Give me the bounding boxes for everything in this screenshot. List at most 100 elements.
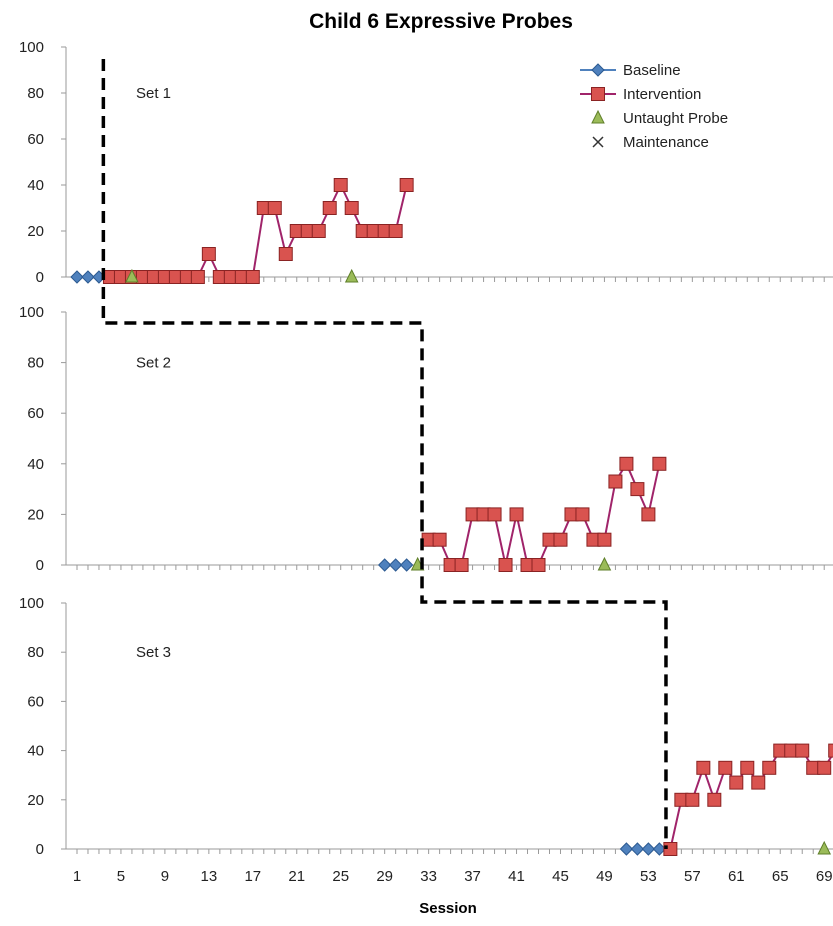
y-tick-label: 20: [27, 223, 44, 240]
x-tick-label: 41: [508, 868, 525, 885]
intervention-point: [322, 201, 337, 215]
y-tick-label: 60: [27, 693, 44, 710]
intervention-point: [828, 743, 833, 758]
y-tick-label: 40: [27, 456, 44, 473]
intervention-point: [399, 178, 414, 192]
panel-3: 0 20 40 60 80 100 Set 3: [19, 595, 833, 858]
intervention-point: [344, 201, 359, 215]
x-tick-label: 37: [464, 868, 481, 885]
intervention-point: [509, 507, 524, 522]
intervention-point: [487, 507, 502, 522]
legend: Baseline Intervention Untaught Probe Mainte…: [580, 62, 728, 151]
baseline-point: [399, 558, 414, 572]
panel-label-set-1: Set 1: [136, 85, 171, 102]
intervention-point: [201, 247, 216, 261]
x-axis-label: Session: [419, 900, 477, 917]
intervention-point: [608, 474, 623, 489]
x-tick-label: 13: [201, 868, 218, 885]
intervention-point: [729, 775, 744, 790]
y-tick-label: 40: [27, 177, 44, 194]
untaught-probe-point: [344, 268, 359, 283]
legend-intervention-marker: [591, 87, 605, 101]
intervention-point: [388, 224, 403, 238]
y-tick-label: 0: [36, 557, 44, 574]
y-tick-label: 100: [19, 39, 44, 56]
intervention-point: [707, 792, 722, 807]
untaught-probe-point: [597, 556, 612, 571]
intervention-point: [641, 507, 656, 522]
y-tick-label: 100: [19, 595, 44, 612]
y-tick-label: 60: [27, 131, 44, 148]
maintenance-stroke: [592, 136, 604, 148]
y-tick-label: 80: [27, 85, 44, 102]
intervention-point: [630, 482, 645, 497]
panel-label-set-2: Set 2: [136, 355, 171, 372]
x-tick-label: 45: [552, 868, 569, 885]
baseline-point: [641, 842, 656, 856]
panels-layer: 0 20 40 60 80 100 Set 1 0 20 40 60 80 100 Set 2 0 20 40 6…: [19, 39, 833, 885]
x-tick-label: 33: [420, 868, 437, 885]
x-tick-label: 57: [684, 868, 701, 885]
intervention-point: [597, 532, 612, 547]
legend-entry: Untaught Probe: [623, 110, 728, 127]
phase-change-lines: [101, 59, 668, 849]
baseline-point: [388, 558, 403, 572]
x-tick-label: 1: [73, 868, 81, 885]
legend-entry: Baseline: [623, 62, 681, 79]
x-tick-label: 21: [288, 868, 305, 885]
intervention-point: [685, 792, 700, 807]
intervention-point: [718, 760, 733, 775]
intervention-point: [751, 775, 766, 790]
baseline-point: [70, 270, 84, 284]
intervention-line: [669, 749, 833, 850]
intervention-point: [245, 270, 260, 284]
intervention-point: [333, 178, 348, 192]
y-tick-label: 60: [27, 405, 44, 422]
legend-entry: Maintenance: [623, 134, 709, 151]
intervention-point: [278, 247, 293, 261]
legend-maintenance-marker: [592, 136, 604, 148]
intervention-point: [553, 532, 568, 547]
legend-entry: Intervention: [623, 86, 701, 103]
intervention-point: [575, 507, 590, 522]
x-tick-label: 61: [728, 868, 745, 885]
intervention-point: [619, 456, 634, 471]
baseline-point: [619, 842, 634, 856]
intervention-point: [531, 558, 546, 572]
legend-baseline-marker: [591, 63, 605, 77]
x-tick-label: 5: [117, 868, 125, 885]
chart-title: Child 6 Expressive Probes: [309, 10, 573, 33]
x-tick-label: 49: [596, 868, 613, 885]
untaught-probe-point: [125, 268, 139, 283]
baseline-point: [81, 270, 95, 284]
intervention-point: [740, 760, 755, 775]
panel-2: 0 20 40 60 80 100 Set 2: [19, 304, 833, 574]
panel-label-set-3: Set 3: [136, 644, 171, 661]
y-tick-label: 40: [27, 743, 44, 760]
y-tick-label: 20: [27, 506, 44, 523]
intervention-point: [190, 270, 205, 284]
intervention-point: [454, 558, 469, 572]
x-tick-label: 17: [244, 868, 261, 885]
intervention-point: [311, 224, 326, 238]
y-tick-label: 100: [19, 304, 44, 321]
intervention-point: [652, 456, 667, 471]
intervention-point: [795, 743, 810, 758]
intervention-point: [267, 201, 282, 215]
intervention-point: [762, 760, 777, 775]
x-tick-label: 29: [376, 868, 393, 885]
panel-1: 0 20 40 60 80 100 Set 1: [19, 39, 833, 286]
legend-untaught-marker: [591, 109, 605, 124]
y-tick-label: 0: [36, 269, 44, 286]
baseline-point: [377, 558, 392, 572]
y-tick-label: 80: [27, 355, 44, 372]
x-tick-label: 65: [772, 868, 789, 885]
y-tick-label: 20: [27, 792, 44, 809]
intervention-point: [696, 760, 711, 775]
intervention-point: [498, 558, 513, 572]
x-tick-label: 9: [161, 868, 169, 885]
intervention-line: [428, 461, 661, 566]
baseline-point: [630, 842, 645, 856]
